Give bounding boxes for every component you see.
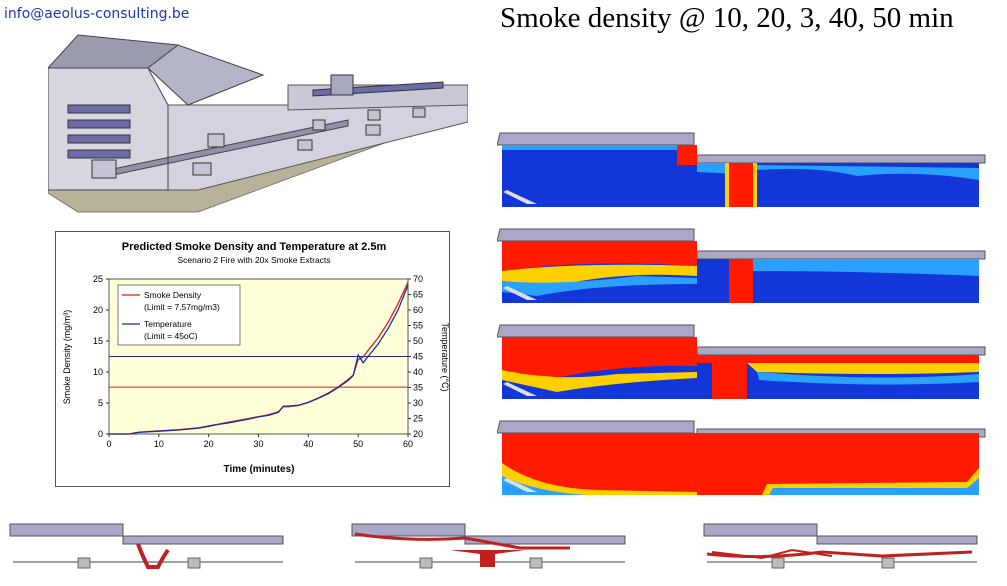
smoke-thumbnail-right — [703, 523, 978, 569]
legend-temp-label: Temperature — [144, 319, 192, 329]
y-tick-label: 10 — [93, 367, 103, 377]
y-tick-label: 25 — [93, 274, 103, 284]
x-tick-label: 40 — [303, 439, 313, 449]
chart-title: Predicted Smoke Density and Temperature … — [122, 241, 387, 253]
y2-tick-label: 35 — [413, 383, 423, 393]
y2-tick-label: 65 — [413, 290, 423, 300]
y2-tick-label: 55 — [413, 321, 423, 331]
y-tick-label: 5 — [98, 398, 103, 408]
legend-temp-limit: (Limit = 45oC) — [144, 331, 198, 341]
chart-subtitle: Scenario 2 Fire with 20x Smoke Extracts — [177, 255, 330, 265]
contact-email[interactable]: info@aeolus-consulting.be — [4, 6, 190, 22]
x-tick-label: 10 — [154, 439, 164, 449]
smoke-panel-10min — [497, 132, 986, 207]
building-3d-model — [48, 34, 468, 213]
series-line-temperature — [109, 284, 409, 435]
y-tick-label: 0 — [98, 429, 103, 439]
legend-smoke-label: Smoke Density — [144, 290, 202, 300]
x-tick-label: 0 — [106, 439, 111, 449]
smoke-panel-30min — [497, 324, 986, 399]
smoke-thumbnail-left — [9, 523, 284, 569]
y2-tick-label: 40 — [413, 367, 423, 377]
y2-tick-label: 70 — [413, 274, 423, 284]
y-tick-label: 20 — [93, 305, 103, 315]
y2-tick-label: 60 — [413, 305, 423, 315]
y2-tick-label: 30 — [413, 398, 423, 408]
y2-tick-label: 20 — [413, 429, 423, 439]
smoke-thumbnail-center — [351, 523, 626, 569]
x-tick-label: 60 — [403, 439, 413, 449]
page-title: Smoke density @ 10, 20, 3, 40, 50 min — [500, 2, 954, 34]
y2-tick-label: 50 — [413, 336, 423, 346]
x-tick-label: 30 — [253, 439, 263, 449]
y-tick-label: 15 — [93, 336, 103, 346]
y-axis-label: Smoke Density (mg/m³) — [62, 310, 72, 405]
x-tick-label: 50 — [353, 439, 363, 449]
x-axis-label: Time (minutes) — [224, 464, 295, 475]
legend-smoke-limit: (Limit = 7.57mg/m3) — [144, 302, 220, 312]
y2-tick-label: 45 — [413, 352, 423, 362]
x-tick-label: 20 — [204, 439, 214, 449]
y2-tick-label: 25 — [413, 414, 423, 424]
chart-panel: Predicted Smoke Density and Temperature … — [55, 231, 450, 487]
smoke-panel-40min — [497, 420, 986, 495]
smoke-panel-20min — [497, 228, 986, 303]
smoke-temperature-chart: Predicted Smoke Density and Temperature … — [62, 241, 449, 475]
y2-axis-label: Temperature (°C) — [440, 322, 449, 391]
